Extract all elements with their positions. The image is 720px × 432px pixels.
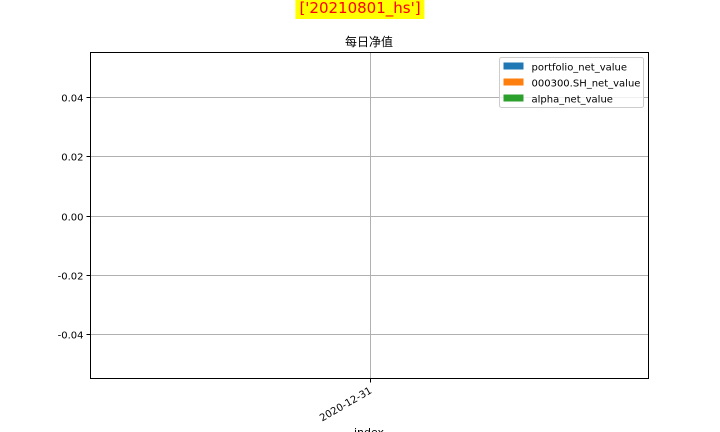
legend-swatch [503,78,524,86]
legend-label: alpha_net_value [532,95,613,106]
x-axis: 2020-12-31 [318,378,374,425]
y-tick-label: -0.02 [58,272,84,283]
y-tick-label: 0.00 [61,213,83,224]
legend-swatch [503,94,524,102]
legend: portfolio_net_value 000300.SH_net_valueal… [499,57,644,108]
x-tick-label: 2020-12-31 [318,386,374,425]
x-axis-label: index [354,426,385,432]
legend-swatch [503,62,524,70]
y-tick-label: 0.02 [61,153,83,164]
plot-frame [90,52,649,379]
y-tick-label: -0.04 [58,331,84,342]
legend-label: 000300.SH_net_value [532,79,641,90]
legend-label: portfolio_net_value [532,63,628,74]
y-tick-label: 0.04 [61,94,83,105]
y-axis: 0.04 0.02 0.00 -0.02 -0.04 [58,94,91,342]
legend-box [499,57,644,108]
chart-title: 每日净值 [345,34,393,49]
figure-suptitle: ['20210801_hs'] [295,0,425,19]
